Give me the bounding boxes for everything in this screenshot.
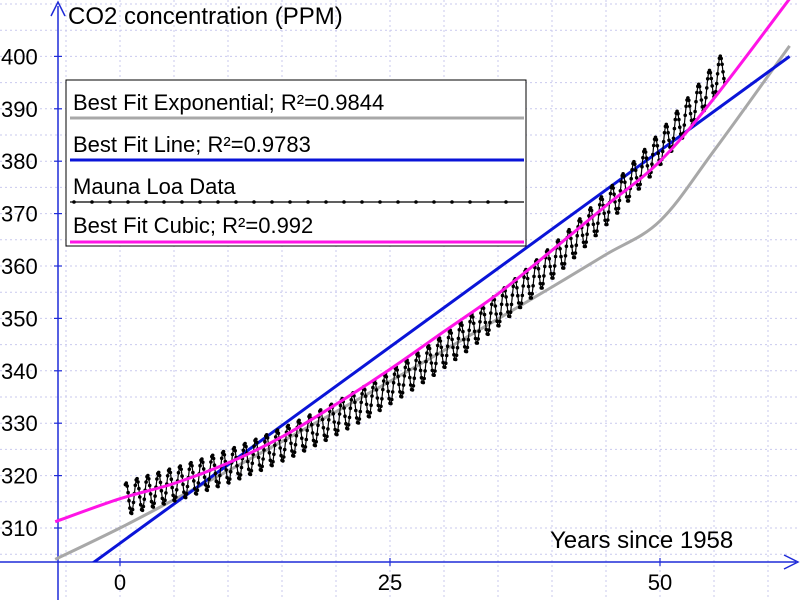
- legend-entry-linear: Best Fit Line; R²=0.9783: [70, 132, 524, 162]
- y-axis-title: CO2 concentration (PPM): [68, 3, 343, 30]
- legend-entry-data: Mauna Loa Data: [70, 174, 524, 204]
- legend-data-dot: [396, 200, 400, 204]
- legend-data-dot: [234, 200, 238, 204]
- legend-data-dot: [180, 200, 184, 204]
- legend-data-dot: [504, 200, 508, 204]
- legend-data-dot: [162, 200, 166, 204]
- y-tick-label: 320: [1, 464, 38, 489]
- legend-data-dot: [216, 200, 220, 204]
- mauna-loa-data-line: [124, 54, 726, 515]
- legend-data-dot: [198, 200, 202, 204]
- legend-entry-exponential: Best Fit Exponential; R²=0.9844: [70, 90, 524, 120]
- y-tick-label: 350: [1, 306, 38, 331]
- legend-label-data: Mauna Loa Data: [73, 174, 236, 199]
- legend-data-dot: [468, 200, 472, 204]
- x-axis-arrow: [783, 554, 800, 570]
- cubic-fit-line: [54, 0, 791, 524]
- legend-data-dot: [90, 200, 94, 204]
- y-axis-arrow: [50, 0, 66, 17]
- y-tick-label: 400: [1, 44, 38, 69]
- legend-data-dot: [450, 200, 454, 204]
- legend: Best Fit Exponential; R²=0.9844 Best Fit…: [65, 79, 527, 247]
- legend-data-dot: [144, 200, 148, 204]
- legend-data-dot: [432, 200, 436, 204]
- x-tick-label: 50: [648, 570, 672, 595]
- legend-data-dot: [342, 200, 346, 204]
- y-tick-label: 310: [1, 516, 38, 541]
- legend-box: [65, 79, 527, 247]
- y-tick-label: 390: [1, 97, 38, 122]
- y-tick-label: 360: [1, 254, 38, 279]
- y-tick-label: 370: [1, 202, 38, 227]
- tick-labels: 310 320 330 340 350 360 370 380 390 400 0 25 50: [1, 44, 672, 595]
- legend-data-dot: [72, 200, 76, 204]
- legend-data-dot: [108, 200, 112, 204]
- legend-data-dot: [414, 200, 418, 204]
- legend-label-cubic: Best Fit Cubic; R²=0.992: [73, 213, 313, 238]
- x-tick-label: 25: [378, 570, 402, 595]
- legend-data-dot: [126, 200, 130, 204]
- x-tick-label: 0: [114, 570, 126, 595]
- legend-data-dot: [306, 200, 310, 204]
- legend-entry-cubic: Best Fit Cubic; R²=0.992: [70, 213, 524, 244]
- legend-data-dot: [324, 200, 328, 204]
- legend-swatch-data-dots: [72, 200, 508, 204]
- legend-data-dot: [270, 200, 274, 204]
- legend-data-dot: [252, 200, 256, 204]
- series-layer: [54, 0, 791, 562]
- legend-data-dot: [360, 200, 364, 204]
- legend-data-dot: [378, 200, 382, 204]
- y-tick-label: 330: [1, 411, 38, 436]
- x-axis-title: Years since 1958: [550, 527, 733, 554]
- y-tick-label: 340: [1, 359, 38, 384]
- y-tick-label: 380: [1, 149, 38, 174]
- legend-label-exponential: Best Fit Exponential; R²=0.9844: [73, 90, 384, 115]
- legend-data-dot: [288, 200, 292, 204]
- legend-label-linear: Best Fit Line; R²=0.9783: [73, 132, 311, 157]
- legend-data-dot: [486, 200, 490, 204]
